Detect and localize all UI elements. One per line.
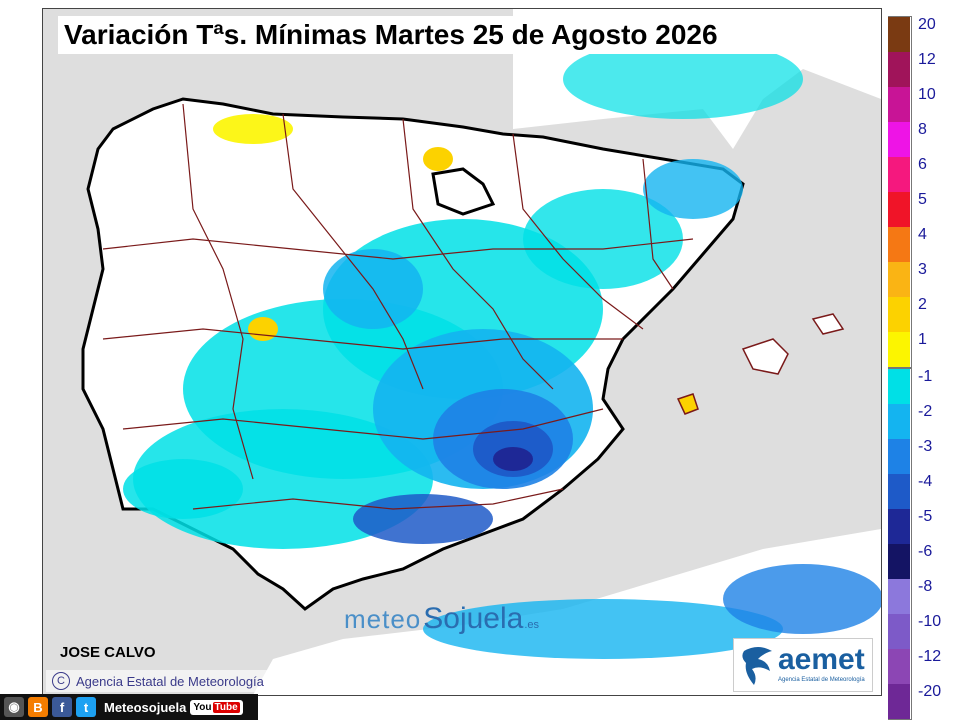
legend-swatch xyxy=(888,684,910,719)
legend-label: 3 xyxy=(918,261,927,278)
aemet-subtitle: Agencia Estatal de Meteorología xyxy=(778,677,865,683)
twitter-icon[interactable]: t xyxy=(76,697,96,717)
legend-label: 12 xyxy=(918,51,936,68)
balearic-islands xyxy=(741,338,789,375)
legend-label: -6 xyxy=(918,543,933,560)
meteosojuela-watermark: meteo Sojuela .es xyxy=(344,602,539,636)
legend-swatch xyxy=(888,262,910,297)
legend-swatch xyxy=(888,649,910,684)
aemet-wordmark: aemet xyxy=(778,643,865,676)
social-handle[interactable]: Meteosojuela xyxy=(104,699,187,715)
legend-swatch xyxy=(888,614,910,649)
social-bar: ◉ B f t Meteosojuela You Tube xyxy=(0,694,258,720)
legend-swatch xyxy=(888,227,910,262)
legend-label: 4 xyxy=(918,226,927,243)
legend-swatch xyxy=(888,579,910,614)
legend-label: -10 xyxy=(918,613,942,630)
ibiza xyxy=(676,393,699,415)
legend-swatch xyxy=(888,369,910,404)
legend-label: 10 xyxy=(918,86,936,103)
legend-label: -4 xyxy=(918,473,933,490)
credit-text: Agencia Estatal de Meteorología xyxy=(76,673,264,689)
legend-label: -1 xyxy=(918,368,933,385)
legend-label: -5 xyxy=(918,508,933,525)
youtube-icon[interactable]: You Tube xyxy=(190,699,243,715)
author-name: JOSE CALVO xyxy=(60,644,156,661)
legend-swatch xyxy=(888,157,910,192)
instagram-icon[interactable]: ◉ xyxy=(4,697,24,717)
legend-label: 5 xyxy=(918,191,927,208)
legend-label: 1 xyxy=(918,331,927,348)
facebook-icon[interactable]: f xyxy=(52,697,72,717)
youtube-label-a: You xyxy=(193,701,212,713)
legend-swatch xyxy=(888,332,910,367)
legend-swatch xyxy=(888,404,910,439)
map-title: Variación Tªs. Mínimas Martes 25 de Agos… xyxy=(64,19,718,50)
blogger-icon[interactable]: B xyxy=(28,697,48,717)
legend-swatch xyxy=(888,439,910,474)
legend-swatch xyxy=(888,122,910,157)
watermark-part2: Sojuela xyxy=(423,602,524,635)
agency-credit: C Agencia Estatal de Meteorología xyxy=(46,670,272,692)
title-banner: Variación Tªs. Mínimas Martes 25 de Agos… xyxy=(58,16,862,54)
map-canvas xyxy=(81,9,881,695)
legend-label: -3 xyxy=(918,438,933,455)
watermark-part1: meteo xyxy=(344,604,422,634)
youtube-label-b: Tube xyxy=(212,701,240,713)
aemet-swirl-icon xyxy=(742,647,772,685)
legend-label: -12 xyxy=(918,648,942,665)
legend-label: -2 xyxy=(918,403,933,420)
legend-swatch xyxy=(888,474,910,509)
anomaly-layer xyxy=(123,39,881,659)
la-rioja-outline xyxy=(431,167,496,216)
menorca xyxy=(811,313,845,335)
legend-label: 20 xyxy=(918,16,936,33)
legend-label: 8 xyxy=(918,121,927,138)
aemet-logo: aemet Agencia Estatal de Meteorología xyxy=(733,638,873,692)
legend-swatch xyxy=(888,509,910,544)
legend-swatch xyxy=(888,52,910,87)
legend-swatch xyxy=(888,192,910,227)
legend-label: -8 xyxy=(918,578,933,595)
color-legend: 20 12 10 8 6 5 4 3 2 1 -1 -2 -3 -4 -5 -6 -8 -10 -12 -20 xyxy=(888,8,960,720)
legend-swatch xyxy=(888,297,910,332)
copyright-icon: C xyxy=(52,672,70,690)
legend-swatch xyxy=(888,17,910,52)
watermark-tld: .es xyxy=(524,619,540,631)
province-borders xyxy=(102,103,694,510)
legend-swatch xyxy=(888,87,910,122)
legend-label: -20 xyxy=(918,683,942,700)
legend-swatch xyxy=(888,544,910,579)
weather-map xyxy=(42,8,882,696)
legend-label: 6 xyxy=(918,156,927,173)
legend-label: 2 xyxy=(918,296,927,313)
